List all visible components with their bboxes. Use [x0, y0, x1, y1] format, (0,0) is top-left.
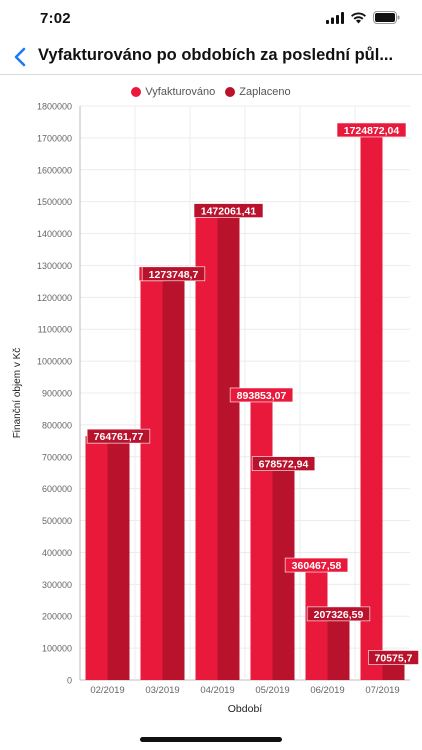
- signal-icon: [326, 11, 344, 24]
- y-tick-label: 0: [67, 676, 72, 686]
- y-tick-label: 300000: [42, 580, 72, 590]
- data-label: 1724872,04: [344, 125, 400, 137]
- x-tick-label: 07/2019: [365, 685, 399, 696]
- data-label: 207326,59: [314, 609, 364, 621]
- data-label: 70575,7: [375, 652, 413, 664]
- legend-label-invoiced: Vyfakturováno: [145, 86, 216, 98]
- y-tick-label: 1500000: [37, 197, 72, 207]
- data-label: 1273748,7: [149, 269, 199, 281]
- home-indicator: [140, 737, 282, 742]
- chevron-left-icon: [14, 47, 26, 67]
- y-tick-label: 1600000: [37, 165, 72, 175]
- bar-invoiced: [195, 210, 218, 680]
- data-label-box: [251, 456, 316, 471]
- data-label: 360467,58: [292, 560, 342, 572]
- x-tick-label: 03/2019: [145, 685, 179, 696]
- status-icons: [326, 11, 400, 24]
- page-title: Vyfakturováno po obdobích za poslední pů…: [38, 46, 394, 64]
- data-label-box: [141, 266, 206, 282]
- status-time: 7:02: [40, 10, 71, 27]
- x-axis-title: Období: [228, 703, 263, 715]
- bar-paid: [272, 463, 295, 680]
- bar-paid: [217, 210, 240, 680]
- bar-invoiced: [250, 394, 273, 680]
- status-bar: 7:02: [0, 0, 422, 40]
- data-label-box: [336, 122, 407, 138]
- y-axis-title: Finanční objem v Kč: [12, 348, 23, 439]
- legend-dot-paid: [225, 87, 236, 97]
- y-tick-label: 1000000: [37, 357, 72, 367]
- y-tick-label: 100000: [42, 644, 72, 654]
- y-tick-label: 800000: [42, 420, 72, 430]
- chart-legend: Vyfakturováno Zaplaceno: [0, 84, 422, 100]
- y-tick-label: 1200000: [37, 293, 72, 303]
- y-tick-label: 1700000: [37, 133, 72, 143]
- back-button[interactable]: [8, 44, 32, 70]
- data-label: 893853,07: [237, 390, 287, 402]
- y-tick-label: 200000: [42, 612, 72, 622]
- bar-invoiced: [85, 436, 108, 680]
- y-tick-label: 500000: [42, 516, 72, 526]
- y-tick-label: 1300000: [37, 261, 72, 271]
- data-label-box: [229, 387, 294, 403]
- legend-item-invoiced[interactable]: Vyfakturováno: [131, 84, 215, 100]
- x-tick-label: 04/2019: [200, 685, 234, 696]
- data-label-box: [306, 606, 371, 622]
- bar-paid: [107, 436, 130, 680]
- navigation-bar: Vyfakturováno po obdobích za poslední pů…: [0, 40, 422, 75]
- x-tick-label: 06/2019: [310, 685, 344, 696]
- y-tick-label: 1400000: [37, 229, 72, 239]
- x-tick-label: 05/2019: [255, 685, 289, 696]
- y-tick-label: 400000: [42, 548, 72, 558]
- data-label-box: [193, 203, 264, 218]
- data-label: 1472061,41: [201, 206, 257, 218]
- bar-invoiced: [360, 129, 383, 681]
- data-label: 678572,94: [259, 459, 309, 471]
- y-tick-label: 900000: [42, 389, 72, 399]
- data-label: 764761,77: [94, 431, 144, 443]
- data-label-box: [368, 650, 419, 665]
- wifi-icon: [351, 11, 366, 23]
- legend-label-paid: Zaplaceno: [239, 86, 291, 98]
- x-tick-label: 02/2019: [90, 685, 124, 696]
- battery-icon: [373, 11, 400, 24]
- bar-paid: [327, 613, 350, 680]
- data-label-box: [284, 557, 349, 573]
- y-tick-label: 600000: [42, 484, 72, 494]
- y-tick-label: 1800000: [37, 102, 72, 112]
- bar-invoiced: [140, 273, 163, 680]
- bar-paid: [162, 273, 185, 680]
- y-tick-label: 1100000: [38, 325, 72, 335]
- legend-dot-invoiced: [131, 87, 142, 97]
- data-label-box: [86, 428, 151, 444]
- bar-invoiced: [305, 565, 328, 680]
- y-tick-label: 700000: [42, 452, 72, 462]
- legend-item-paid[interactable]: Zaplaceno: [225, 84, 291, 100]
